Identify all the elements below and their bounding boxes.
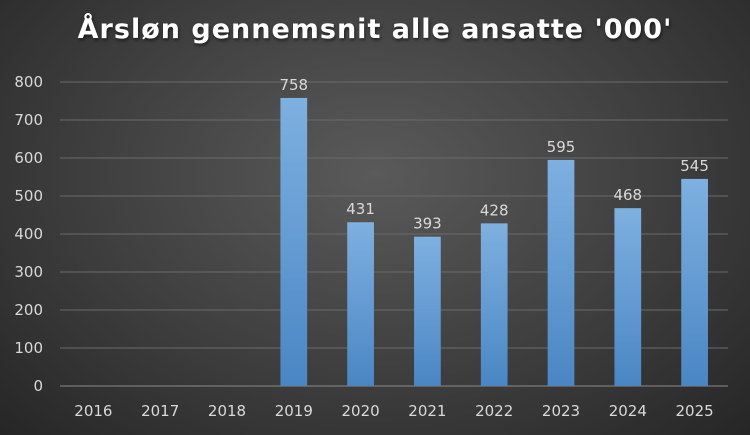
- y-tick-label: 0: [33, 377, 43, 395]
- bar-2022: [480, 223, 508, 386]
- data-label-2024: 468: [613, 186, 642, 204]
- data-label-2020: 431: [346, 200, 375, 218]
- x-tick-label-2024: 2024: [609, 402, 647, 420]
- data-label-2022: 428: [480, 201, 509, 219]
- x-tick-label-2018: 2018: [208, 402, 246, 420]
- x-tick-label-2017: 2017: [141, 402, 179, 420]
- x-tick-label-2023: 2023: [542, 402, 580, 420]
- data-label-2019: 758: [279, 76, 308, 94]
- y-tick-label: 300: [14, 263, 43, 281]
- bars: [280, 97, 708, 387]
- y-tick-label: 200: [14, 301, 43, 319]
- y-tick-label: 700: [14, 111, 43, 129]
- x-tick-label-2021: 2021: [408, 402, 446, 420]
- bar-2023: [547, 159, 575, 386]
- x-tick-label-2025: 2025: [676, 402, 714, 420]
- bar-2021: [414, 236, 441, 386]
- x-tick-label-2019: 2019: [275, 402, 313, 420]
- y-tick-label: 100: [14, 339, 43, 357]
- y-tick-label: 500: [14, 187, 43, 205]
- gridlines: [60, 81, 728, 387]
- x-tick-label-2020: 2020: [342, 402, 380, 420]
- bar-2024: [614, 208, 642, 386]
- y-tick-label: 400: [14, 225, 43, 243]
- bar-2020: [347, 222, 374, 386]
- bar-2025: [681, 178, 708, 386]
- data-label-2023: 595: [547, 138, 576, 156]
- y-tick-label: 600: [14, 149, 43, 167]
- data-label-2021: 393: [413, 215, 442, 233]
- data-label-2025: 545: [680, 157, 709, 175]
- y-tick-label: 800: [14, 73, 43, 91]
- bar-2019: [280, 97, 308, 387]
- x-tick-label-2016: 2016: [74, 402, 112, 420]
- y-axis: 0 100 200 300 400 500 600 700 800: [14, 73, 43, 395]
- x-tick-label-2022: 2022: [475, 402, 513, 420]
- x-axis: 2016 2017 2018 2019 2020 2021 2022 2023 2024 2025: [74, 402, 713, 420]
- chart-title: Årsløn gennemsnit alle ansatte '000': [77, 14, 673, 45]
- data-labels: 758 431 393 428 595 468 545: [279, 76, 708, 233]
